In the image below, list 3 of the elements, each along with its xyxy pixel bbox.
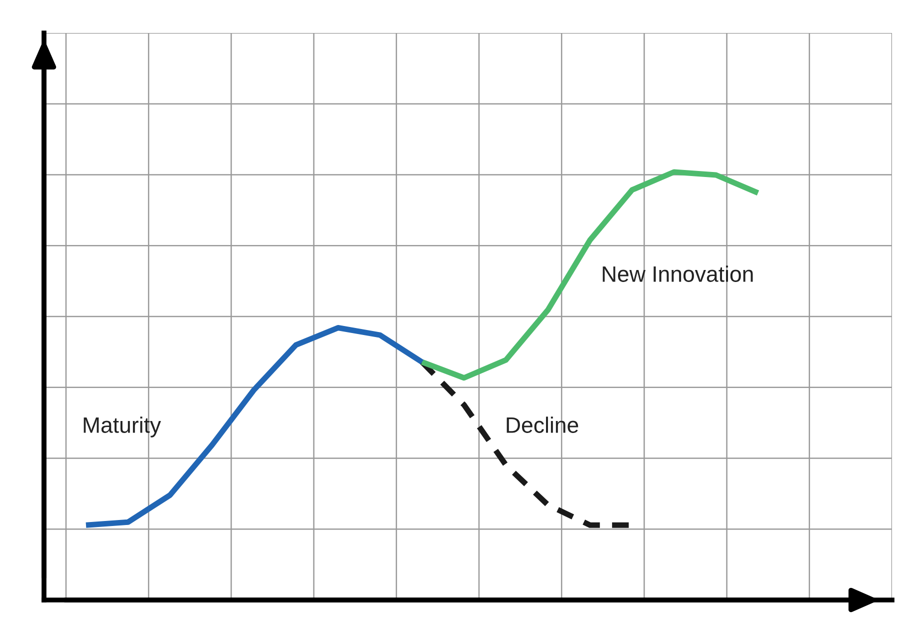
series-label: Decline bbox=[506, 416, 578, 433]
series-label: New Innovation bbox=[602, 266, 753, 282]
series-label: Maturity bbox=[84, 416, 161, 438]
